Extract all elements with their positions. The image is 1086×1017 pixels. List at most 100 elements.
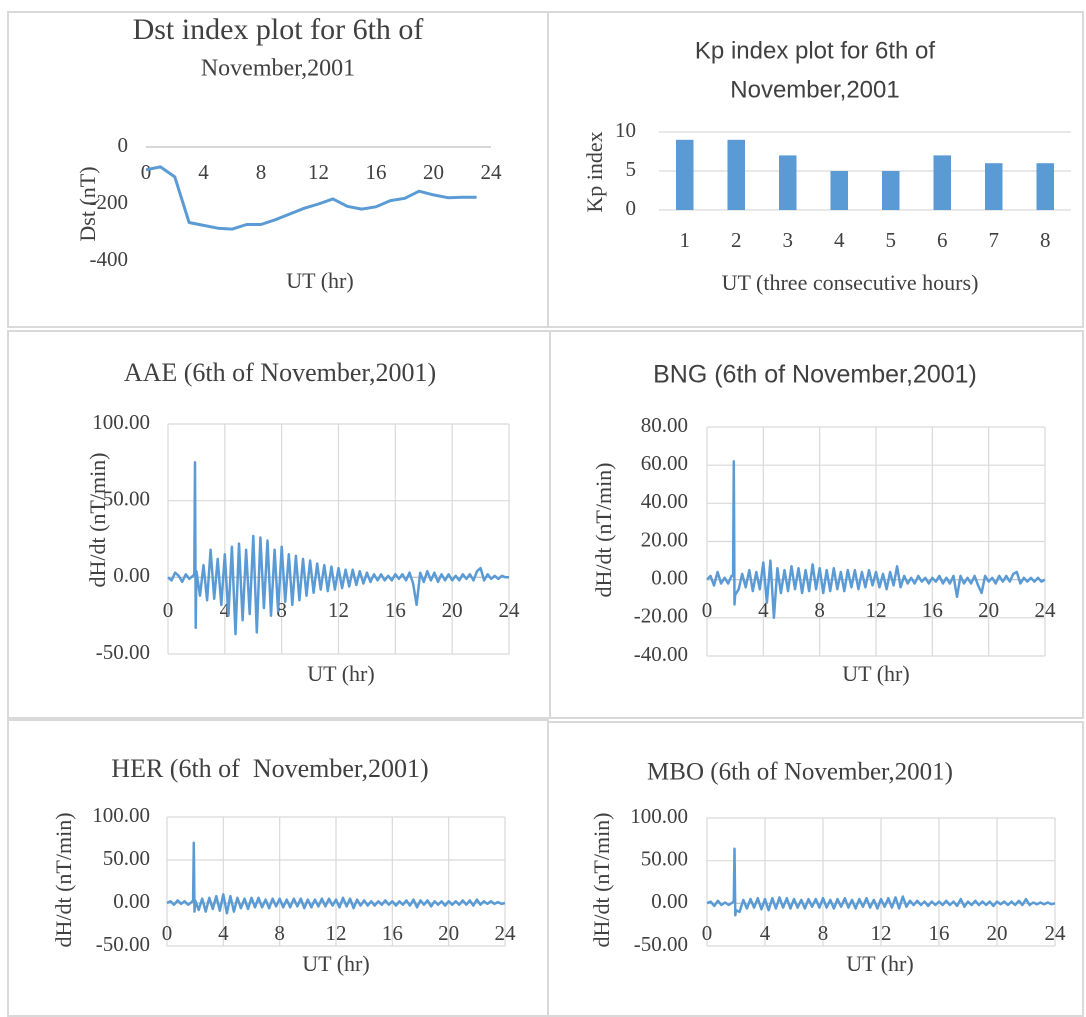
x-axis-label: UT (hr) — [842, 661, 909, 686]
x-tick-label: 16 — [929, 921, 950, 945]
x-tick-label: 4 — [758, 598, 769, 622]
x-tick-label: 4 — [220, 598, 231, 622]
y-tick-label: -40.00 — [634, 642, 688, 666]
x-tick-label: 7 — [989, 228, 1000, 252]
x-axis-label: UT (hr) — [846, 951, 913, 976]
y-tick-label: -20.00 — [634, 604, 688, 628]
data-line — [167, 461, 509, 636]
y-tick-label: 40.00 — [641, 489, 688, 513]
bar — [830, 171, 849, 210]
bar — [933, 155, 952, 210]
y-tick-label: 50.00 — [103, 846, 150, 870]
y-axis-label: dH/dt (nT/min) — [591, 462, 616, 597]
y-tick-label: 60.00 — [641, 451, 688, 475]
x-tick-label: 24 — [495, 921, 517, 945]
x-tick-label: 20 — [438, 921, 459, 945]
chart-title: Kp index plot for 6th of — [695, 37, 935, 64]
bar — [881, 171, 900, 210]
x-axis-label: UT (hr) — [286, 268, 353, 293]
x-tick-label: 16 — [366, 160, 387, 184]
y-tick-label: 0.00 — [113, 889, 150, 913]
y-tick-label: 0.00 — [651, 565, 688, 589]
y-tick-label: 50.00 — [641, 846, 688, 870]
y-tick-label: 0 — [118, 133, 129, 157]
chart-title: November,2001 — [201, 56, 355, 82]
x-tick-label: 16 — [382, 921, 403, 945]
bar — [675, 139, 694, 210]
data-line — [706, 460, 1046, 620]
panel — [547, 721, 1084, 1017]
data-line — [145, 165, 477, 231]
x-tick-label: 0 — [163, 598, 174, 622]
x-tick-label: 8 — [276, 598, 287, 622]
x-tick-label: 5 — [886, 228, 897, 252]
y-tick-label: 0.00 — [113, 563, 150, 587]
chart-title: MBO (6th of November,2001) — [647, 759, 953, 786]
y-axis-label: dH/dt (nT/min) — [51, 812, 76, 947]
bar — [778, 155, 797, 210]
x-axis-label: UT (hr) — [302, 951, 369, 976]
x-tick-label: 20 — [987, 921, 1008, 945]
y-axis-label: dH/dt (nT/min) — [589, 812, 614, 947]
y-tick-label: 100.00 — [630, 804, 688, 828]
x-tick-label: 20 — [442, 598, 463, 622]
x-tick-label: 4 — [218, 921, 229, 945]
x-tick-label: 4 — [834, 228, 845, 252]
data-line — [166, 841, 506, 915]
x-tick-label: 4 — [198, 160, 209, 184]
x-axis-label: UT (hr) — [307, 661, 374, 686]
x-tick-label: 24 — [1045, 921, 1067, 945]
x-tick-label: 0 — [702, 598, 713, 622]
data-line — [706, 847, 1056, 917]
y-axis-label: Dst (nT) — [75, 166, 100, 241]
y-tick-label: 50.00 — [103, 486, 150, 510]
panel — [549, 330, 1084, 719]
chart-title: AAE (6th of November,2001) — [124, 358, 436, 387]
x-tick-label: 20 — [978, 598, 999, 622]
x-tick-label: 16 — [385, 598, 406, 622]
y-tick-label: -50.00 — [634, 932, 688, 956]
x-tick-label: 4 — [760, 921, 771, 945]
y-tick-label: 0.00 — [651, 889, 688, 913]
y-axis-label: Kp index — [582, 131, 607, 212]
x-tick-label: 12 — [871, 921, 892, 945]
chart-title: Dst index plot for 6th of — [133, 13, 424, 46]
x-axis-label: UT (three consecutive hours) — [722, 270, 979, 295]
bar — [727, 139, 746, 210]
x-tick-label: 0 — [162, 921, 173, 945]
y-tick-label: 10 — [615, 118, 636, 142]
x-tick-label: 12 — [866, 598, 887, 622]
y-axis-label: dH/dt (nT/min) — [85, 452, 110, 587]
x-tick-label: 12 — [308, 160, 329, 184]
x-tick-label: 0 — [702, 921, 713, 945]
y-tick-label: 20.00 — [641, 527, 688, 551]
y-tick-label: -200 — [90, 190, 129, 214]
x-tick-label: 8 — [274, 921, 285, 945]
y-tick-label: -400 — [90, 247, 129, 271]
x-tick-label: 3 — [783, 228, 794, 252]
y-tick-label: 100.00 — [92, 803, 150, 827]
x-tick-label: 2 — [731, 228, 742, 252]
chart-title: BNG (6th of November,2001) — [653, 361, 977, 389]
panel — [547, 11, 1084, 328]
x-tick-label: 16 — [922, 598, 943, 622]
x-tick-label: 24 — [481, 160, 503, 184]
x-tick-label: 20 — [423, 160, 444, 184]
x-tick-label: 8 — [818, 921, 829, 945]
x-tick-label: 24 — [499, 598, 521, 622]
bar — [1036, 163, 1055, 210]
x-tick-label: 12 — [328, 598, 349, 622]
chart-title: November,2001 — [730, 76, 899, 103]
x-tick-label: 0 — [141, 160, 152, 184]
y-tick-label: 5 — [626, 157, 637, 181]
x-tick-label: 8 — [1040, 228, 1051, 252]
bar — [984, 163, 1003, 210]
panel-frames — [7, 11, 1084, 1017]
x-tick-label: 1 — [680, 228, 691, 252]
y-tick-label: -50.00 — [96, 932, 150, 956]
x-tick-label: 8 — [256, 160, 267, 184]
chart-title: HER (6th of November,2001) — [111, 754, 428, 783]
y-tick-label: -50.00 — [96, 640, 150, 664]
x-tick-label: 12 — [326, 921, 347, 945]
